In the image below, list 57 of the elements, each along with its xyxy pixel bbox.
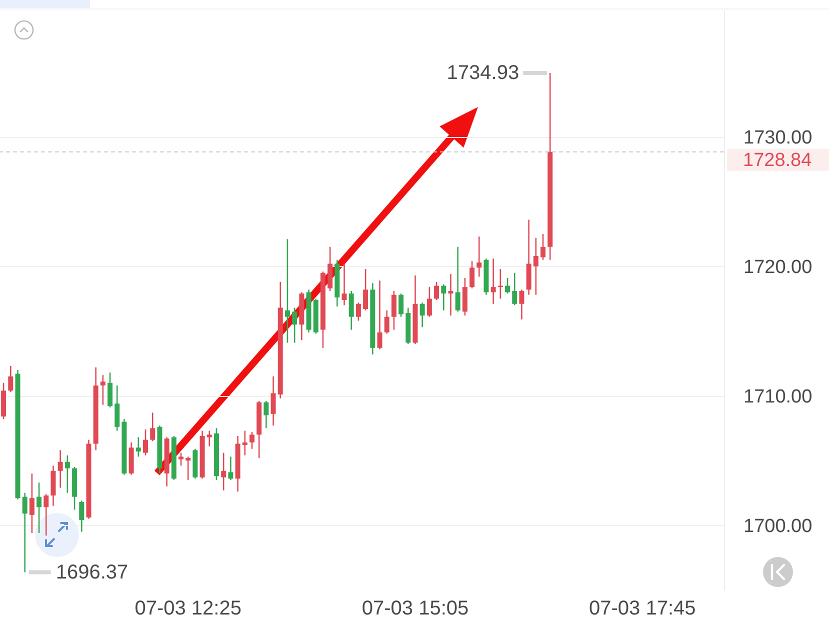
candlestick [57,450,62,488]
candlestick [270,376,276,426]
candlestick [36,482,42,534]
candlestick [100,374,105,406]
y-tick-label: 1720.00 [743,256,812,278]
candlestick [242,430,247,456]
candlestick [341,263,346,306]
y-tick-label: 1710.00 [743,386,812,408]
candlestick [220,452,226,491]
candlestick [362,268,368,312]
candlestick [114,384,120,432]
candlestick [284,238,290,344]
candlestick [263,400,268,429]
ref-line-label: 1728.84 [742,150,812,171]
candlestick [434,281,439,301]
candlestick [476,236,482,278]
candlestick [384,310,389,334]
annotation: 1696.37 [55,561,128,584]
candlestick [440,284,446,312]
y-tick-label: 1730.00 [743,127,812,148]
candlestick [78,500,84,532]
candlestick [142,428,148,456]
candlestick [107,372,112,408]
candlestick [512,272,517,306]
candlestick [454,246,460,312]
candlestick [185,456,190,481]
annotation: 1734.93 [446,62,519,84]
candlestick [448,273,453,316]
candlestick [490,258,496,305]
candlestick [398,292,404,318]
candlestick [419,302,424,328]
candlestick [248,431,254,450]
candlestick [178,452,183,466]
candlestick [64,454,70,494]
candlestick [8,365,13,393]
candlestick [469,260,474,289]
candlestick [532,237,538,296]
candlestick [206,430,212,447]
candlestick [390,290,396,330]
candlestick [376,280,382,350]
candlestick [426,286,432,318]
candlestick [228,456,233,481]
x-tick-label: 07-03 12:25 [134,598,241,620]
candlestick [43,494,48,536]
candlestick [292,307,297,344]
candlestick [504,277,510,294]
x-tick-label: 07-03 17:45 [588,598,696,620]
candlestick [22,492,27,573]
candlestick [355,302,360,322]
candlestick [150,412,155,442]
candlestick [348,290,354,330]
candlestick [28,472,34,534]
candlestick [135,436,140,458]
y-tick-label: 1700.00 [743,516,812,537]
candlestick [518,288,524,320]
x-tick-label: 07-03 15:05 [361,598,468,620]
candlestick [540,233,545,261]
